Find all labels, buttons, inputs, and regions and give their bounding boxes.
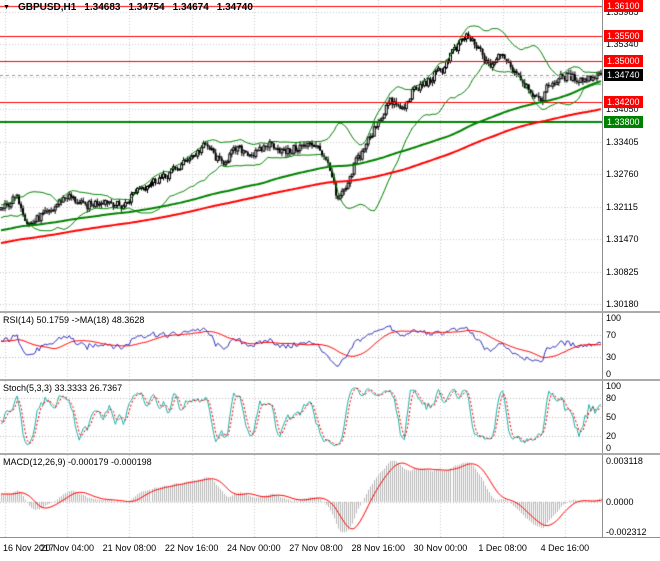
stochastic-panel: 100 80 50 20 0 Stoch(5,3,3) 33.3333 26.7367: [0, 381, 660, 453]
macd-tick: 0.003118: [606, 456, 643, 467]
stochastic-tick: 0: [606, 443, 612, 453]
time-axis-label: 27 Nov 08:00: [289, 543, 343, 553]
macd-canvas[interactable]: [0, 455, 602, 537]
stochastic-label: Stoch(5,3,3) 33.3333 26.7367: [3, 383, 123, 393]
stochastic-tick: 20: [606, 430, 617, 441]
high-value: 1.34754: [128, 2, 165, 13]
stochastic-tick: 80: [606, 393, 617, 404]
price-tick: 1.34050: [606, 104, 639, 115]
rsi-tick: 0: [606, 369, 612, 379]
panel-splitter[interactable]: [0, 311, 660, 313]
price-tick: 1.30825: [606, 266, 639, 277]
price-tick: 1.31470: [606, 234, 639, 245]
macd-axis[interactable]: 0.003118 0.0000 -0.002312: [602, 455, 660, 537]
stochastic-tick: 50: [606, 412, 617, 422]
time-axis-label: 22 Nov 16:00: [164, 543, 219, 553]
low-value: 1.34674: [172, 2, 209, 13]
level-price-badge: 1.34200: [604, 95, 643, 108]
stochastic-axis[interactable]: 100 80 50 20 0: [602, 381, 660, 453]
panel-splitter[interactable]: [0, 453, 660, 455]
price-tick: 1.32760: [606, 169, 639, 180]
rsi-tick: 70: [606, 329, 617, 340]
rsi-label: RSI(14) 50.1759 ->MA(18) 48.3628: [3, 315, 145, 325]
price-tick: 1.35340: [606, 39, 639, 50]
close-value: 1.34740: [216, 2, 253, 13]
time-axis[interactable]: 16 Nov 2017 20 Nov 04:00 21 Nov 08:00 22 No…: [0, 537, 660, 561]
symbol-header: ▼ GBPUSD,H1 1.34683 1.34754 1.34674 1.34…: [3, 2, 253, 13]
price-axis[interactable]: 1.359851.353401.346951.340501.334051.327…: [602, 0, 660, 311]
chart-collapse-icon[interactable]: ▼: [3, 4, 10, 11]
level-price-badge: 1.36100: [604, 0, 643, 13]
macd-panel: 0.003118 0.0000 -0.002312 MACD(12,26,9) -0…: [0, 455, 660, 537]
open-value: 1.34683: [84, 2, 121, 13]
bid-price-badge: 1.34740: [604, 68, 643, 81]
stochastic-canvas[interactable]: [0, 381, 602, 453]
price-tick: 1.32115: [606, 201, 638, 212]
time-axis-label: 28 Nov 16:00: [351, 543, 406, 553]
time-axis-label: 20 Nov 04:00: [40, 543, 94, 553]
time-axis-label: 4 Dec 16:00: [540, 543, 590, 553]
level-price-badge: 1.35500: [604, 30, 643, 43]
macd-tick: 0.0000: [606, 496, 634, 507]
price-chart-canvas[interactable]: [0, 0, 602, 311]
time-axis-label: 1 Dec 08:00: [478, 543, 527, 553]
level-price-badge: 1.35000: [604, 55, 643, 68]
time-axis-label: 21 Nov 08:00: [102, 543, 157, 553]
macd-tick: -0.002312: [606, 526, 647, 537]
stochastic-tick: 100: [606, 381, 622, 391]
symbol-label: GBPUSD,H1: [17, 2, 77, 13]
rsi-axis[interactable]: 100 70 30 0: [602, 313, 660, 379]
rsi-canvas[interactable]: [0, 313, 602, 379]
panel-splitter[interactable]: [0, 379, 660, 381]
macd-label: MACD(12,26,9) -0.000179 -0.000198: [3, 457, 152, 467]
price-tick: 1.33405: [606, 136, 639, 147]
time-axis-label: 24 Nov 00:00: [227, 543, 281, 553]
price-tick: 1.30180: [606, 299, 639, 310]
rsi-tick: 100: [606, 313, 622, 323]
rsi-tick: 30: [606, 352, 617, 363]
time-axis-label: 16 Nov 2017: [3, 543, 55, 553]
time-axis-label: 30 Nov 00:00: [413, 543, 468, 553]
level-price-badge: 1.33800: [604, 115, 643, 128]
main-chart-panel: 1.359851.353401.346951.340501.334051.327…: [0, 0, 660, 311]
rsi-panel: 100 70 30 0 RSI(14) 50.1759 ->MA(18) 48.362…: [0, 313, 660, 379]
